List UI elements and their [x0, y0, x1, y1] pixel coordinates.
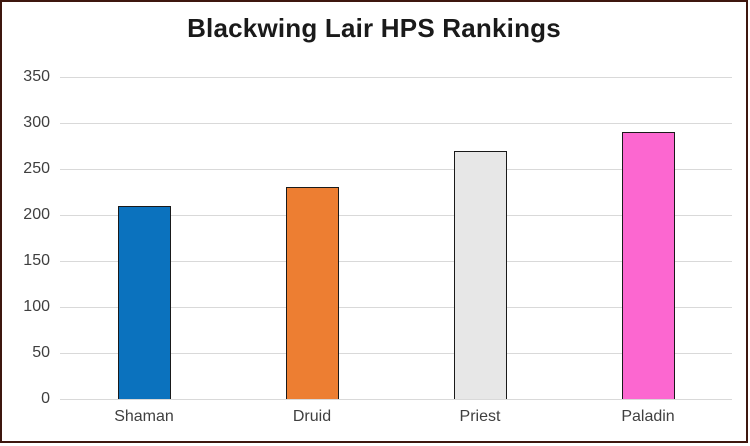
bar-paladin: [621, 132, 675, 399]
bar-druid: [285, 187, 339, 399]
gridline-150: [60, 260, 732, 262]
gridline-200: [60, 214, 732, 216]
plot-area: [60, 76, 732, 400]
gridline-0: [60, 398, 732, 400]
x-tick-label-paladin: Paladin: [621, 408, 675, 425]
y-tick-label-0: 0: [41, 390, 50, 407]
x-tick-label-shaman: Shaman: [114, 408, 174, 425]
gridline-300: [60, 122, 732, 124]
bar-priest: [453, 150, 507, 399]
y-tick-label-100: 100: [23, 298, 50, 315]
y-tick-label-350: 350: [23, 68, 50, 85]
gridline-50: [60, 352, 732, 354]
chart-title: Blackwing Lair HPS Rankings: [187, 13, 561, 43]
y-tick-label-200: 200: [23, 206, 50, 223]
y-tick-label-250: 250: [23, 160, 50, 177]
gridline-250: [60, 168, 732, 170]
bar-shaman: [117, 205, 171, 399]
y-tick-label-300: 300: [23, 114, 50, 131]
y-tick-label-50: 50: [32, 344, 50, 361]
x-tick-label-priest: Priest: [459, 408, 501, 425]
y-tick-label-150: 150: [23, 252, 50, 269]
gridline-350: [60, 76, 732, 78]
gridline-100: [60, 306, 732, 308]
x-tick-label-druid: Druid: [292, 408, 332, 425]
